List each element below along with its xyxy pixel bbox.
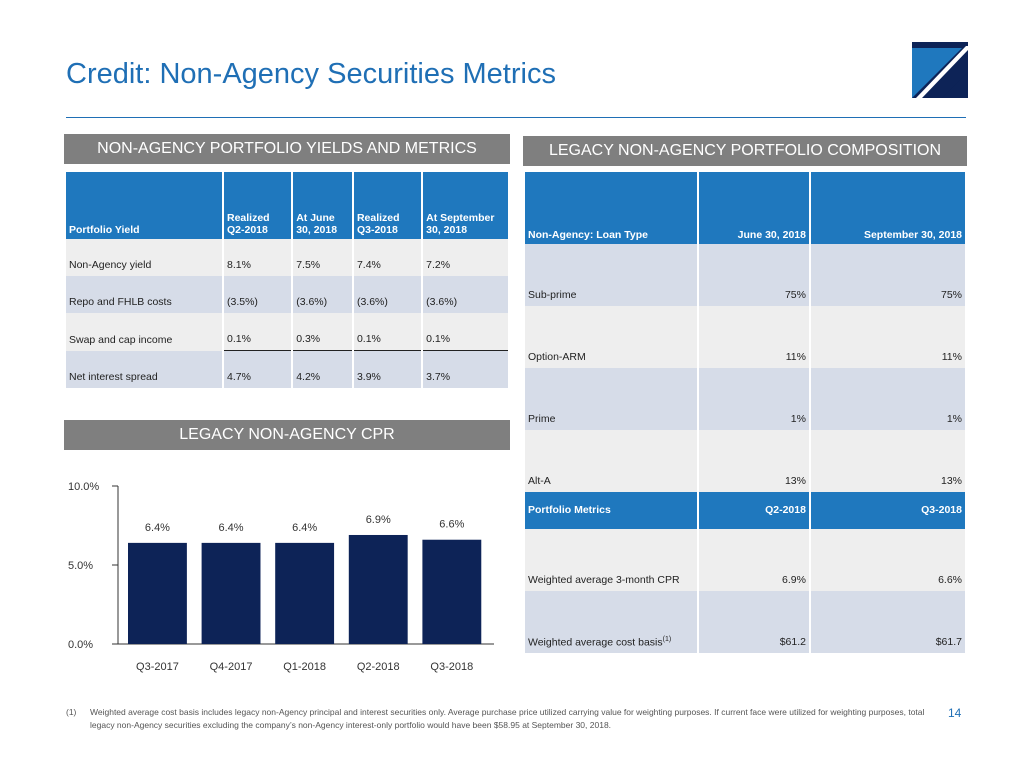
column-header: Portfolio Yield [66, 172, 222, 239]
yields-section-header: NON-AGENCY PORTFOLIO YIELDS AND METRICS [64, 134, 510, 164]
page-title: Credit: Non-Agency Securities Metrics [66, 58, 556, 90]
table-cell: 7.4% [353, 239, 422, 276]
row-label: Sub-prime [525, 244, 697, 306]
table-cell: (3.6%) [423, 276, 508, 313]
table-cell: (3.6%) [353, 276, 422, 313]
cpr-bar-chart: 10.0% 5.0% 0.0% 6.4% Q3-2017 6.4% Q4-2017 6.4% Q… [68, 481, 494, 673]
table-cell: 11% [810, 306, 965, 368]
column-header: Non-Agency: Loan Type [525, 172, 697, 244]
column-header: At June 30, 2018 [293, 172, 352, 239]
column-header: June 30, 2018 [699, 172, 809, 244]
table-cell: 7.2% [423, 239, 508, 276]
table-row: Sub-prime 75% 75% [525, 244, 965, 306]
table-cell: $61.2 [699, 591, 809, 653]
row-label-text: Weighted average cost basis [528, 636, 663, 648]
row-label: Net interest spread [66, 351, 222, 388]
table-cell: 0.1% [353, 313, 422, 351]
column-header: Q3-2018 [810, 492, 965, 529]
row-label: Alt-A [525, 430, 697, 492]
table-cell: 6.6% [810, 529, 965, 591]
table-header-row: Portfolio Yield Realized Q2-2018 At June… [66, 172, 508, 239]
table-cell: 75% [699, 244, 809, 306]
footnote: (1) Weighted average cost basis includes… [66, 706, 936, 732]
y-tick-label: 5.0% [68, 560, 93, 572]
chart-bar [422, 539, 482, 644]
table-cell: 8.1% [224, 239, 292, 276]
table-row: Swap and cap income 0.1% 0.3% 0.1% 0.1% [66, 313, 508, 351]
x-tick-label: Q3-2017 [136, 661, 179, 673]
company-logo-icon [912, 42, 968, 98]
table-cell: 4.2% [293, 351, 352, 388]
title-divider [66, 117, 966, 118]
cpr-section-header: LEGACY NON-AGENCY CPR [64, 420, 510, 450]
data-label: 6.4% [219, 522, 244, 534]
column-header: Portfolio Metrics [525, 492, 697, 529]
table-cell: 0.1% [224, 313, 292, 351]
x-tick-label: Q4-2017 [210, 661, 253, 673]
table-cell: 0.3% [293, 313, 352, 351]
table-cell: 6.9% [699, 529, 809, 591]
chart-bar [128, 542, 187, 644]
composition-table: Non-Agency: Loan Type June 30, 2018 Sept… [523, 172, 967, 653]
data-label: 6.4% [145, 522, 170, 534]
y-tick-label: 10.0% [68, 481, 99, 493]
table-cell: $61.7 [810, 591, 965, 653]
row-label: Weighted average 3-month CPR [525, 529, 697, 591]
table-row: Weighted average 3-month CPR 6.9% 6.6% [525, 529, 965, 591]
footnote-ref: (1) [662, 635, 672, 643]
table-cell: 4.7% [224, 351, 292, 388]
column-header: At September 30, 2018 [423, 172, 508, 239]
x-tick-label: Q2-2018 [357, 661, 400, 673]
column-header: Q2-2018 [699, 492, 809, 529]
yields-table: Portfolio Yield Realized Q2-2018 At June… [64, 172, 510, 388]
metrics-header-row: Portfolio Metrics Q2-2018 Q3-2018 [525, 492, 965, 529]
column-header: Realized Q3-2018 [353, 172, 422, 239]
row-label: Swap and cap income [66, 313, 222, 351]
table-cell: 11% [699, 306, 809, 368]
data-label: 6.4% [292, 522, 317, 534]
table-header-row: Non-Agency: Loan Type June 30, 2018 Sept… [525, 172, 965, 244]
footnote-text: Weighted average cost basis includes leg… [90, 707, 925, 730]
data-label: 6.6% [439, 519, 464, 531]
x-tick-label: Q3-2018 [430, 661, 473, 673]
column-header: Realized Q2-2018 [224, 172, 292, 239]
table-cell: 13% [699, 430, 809, 492]
table-row: Prime 1% 1% [525, 368, 965, 430]
table-cell: 0.1% [423, 313, 508, 351]
footnote-mark: (1) [66, 707, 77, 717]
table-cell: 13% [810, 430, 965, 492]
chart-bar [348, 534, 408, 644]
table-row: Net interest spread 4.7% 4.2% 3.9% 3.7% [66, 351, 508, 388]
table-row: Option-ARM 11% 11% [525, 306, 965, 368]
row-label: Repo and FHLB costs [66, 276, 222, 313]
table-cell: 3.7% [423, 351, 508, 388]
table-row: Repo and FHLB costs (3.5%) (3.6%) (3.6%)… [66, 276, 508, 313]
y-tick-label: 0.0% [68, 639, 93, 651]
table-cell: 1% [699, 368, 809, 430]
table-row: Alt-A 13% 13% [525, 430, 965, 492]
table-cell: (3.5%) [224, 276, 292, 313]
x-tick-label: Q1-2018 [283, 661, 326, 673]
chart-bar [275, 542, 335, 644]
row-label: Non-Agency yield [66, 239, 222, 276]
row-label: Option-ARM [525, 306, 697, 368]
table-cell: (3.6%) [293, 276, 352, 313]
table-row: Weighted average cost basis(1) $61.2 $61… [525, 591, 965, 653]
page-number: 14 [948, 706, 962, 720]
table-cell: 75% [810, 244, 965, 306]
composition-section-header: LEGACY NON-AGENCY PORTFOLIO COMPOSITION [523, 136, 967, 166]
column-header: September 30, 2018 [810, 172, 965, 244]
chart-bar [201, 542, 261, 644]
table-cell: 7.5% [293, 239, 352, 276]
table-cell: 3.9% [353, 351, 422, 388]
row-label: Prime [525, 368, 697, 430]
table-row: Non-Agency yield 8.1% 7.5% 7.4% 7.2% [66, 239, 508, 276]
table-cell: 1% [810, 368, 965, 430]
data-label: 6.9% [366, 514, 391, 526]
row-label: Weighted average cost basis(1) [525, 591, 697, 653]
